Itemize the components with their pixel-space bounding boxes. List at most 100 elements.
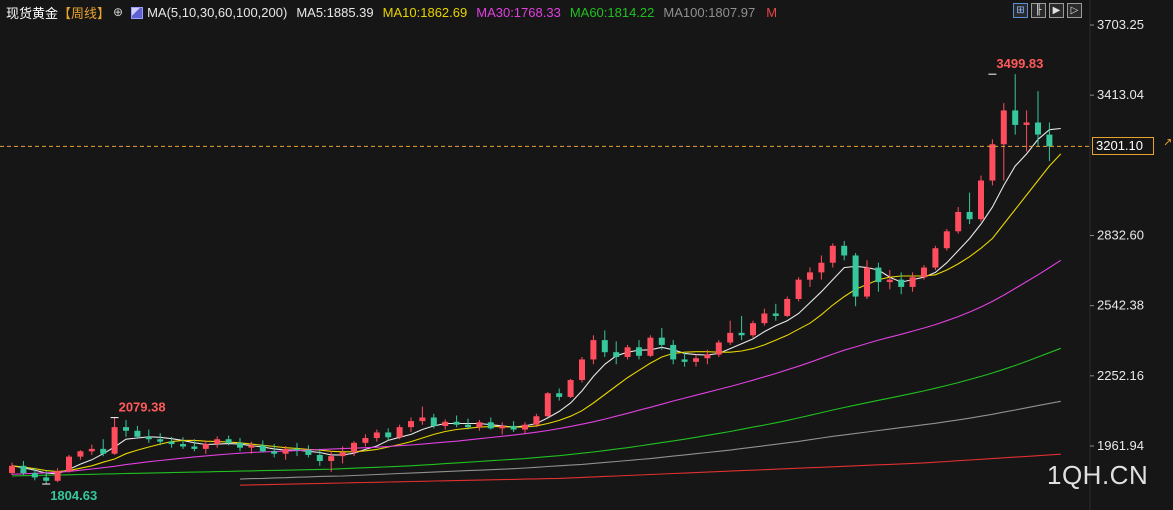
candle (123, 419, 129, 437)
candle (727, 320, 734, 345)
y-tick-label: 3703.25 (1097, 17, 1144, 32)
candle (157, 433, 164, 446)
candle (544, 392, 551, 418)
candle (225, 435, 232, 446)
candle (385, 428, 392, 441)
candle (476, 419, 483, 431)
candle (1046, 122, 1053, 162)
candle (715, 340, 722, 358)
m-button[interactable]: M (766, 4, 778, 20)
candle (316, 448, 323, 466)
candle (522, 422, 528, 434)
line-ma200 (239, 453, 1061, 486)
y-tick-label: 2832.60 (1097, 227, 1144, 242)
candle (499, 422, 506, 435)
candle (966, 192, 973, 225)
chart-toolbar: ⊞ ╟ ▶ ▷ (1013, 3, 1082, 18)
candle (681, 352, 688, 367)
instrument-title: 现货黄金 (6, 5, 59, 21)
candle (54, 468, 61, 483)
candle (636, 340, 642, 360)
candle (921, 265, 927, 280)
candle (1000, 103, 1007, 181)
y-tick-label: 1961.94 (1097, 438, 1144, 453)
candle (943, 228, 950, 251)
price-axis: 1961.94 2252.16 2542.38 2832.60 3413.04 3703.… (1090, 17, 1144, 453)
candle (875, 262, 882, 292)
candle (772, 303, 779, 321)
annotation-high: 3499.83 (988, 56, 1043, 75)
play-forward-icon[interactable]: ▷ (1067, 3, 1082, 18)
candle (271, 444, 278, 458)
candle (932, 245, 939, 270)
candle (31, 467, 38, 481)
period-selector[interactable]: 【周线】 (58, 5, 111, 21)
y-tick-label: 2542.38 (1097, 298, 1144, 313)
candle (761, 308, 768, 326)
candle (191, 439, 198, 452)
candle (430, 413, 437, 429)
candle (248, 441, 255, 454)
moving-average-lines (11, 127, 1062, 486)
price-arrow-icon: ↗ (1163, 135, 1172, 148)
bar-chart-icon[interactable]: ╟ (1031, 3, 1046, 18)
candle (738, 315, 745, 341)
candle (955, 207, 962, 234)
candle (795, 277, 802, 302)
candle (180, 437, 186, 449)
annotation-high: 2079.38 (110, 400, 166, 419)
candle (362, 434, 369, 447)
circle-plus-icon[interactable]: ⊕ (113, 5, 124, 19)
candle (807, 267, 813, 287)
candle (579, 357, 585, 383)
candle (818, 255, 825, 280)
candle (77, 450, 84, 460)
candle (1012, 74, 1019, 135)
ma-params-label: MA(5,10,30,60,100,200) (147, 4, 288, 20)
candle (829, 243, 836, 268)
indicator-settings-icon[interactable] (131, 7, 144, 19)
candle (328, 451, 335, 472)
step-forward-icon[interactable]: ▶ (1049, 3, 1064, 18)
candles (9, 74, 1053, 484)
ma60-value: MA60:1814.22 (569, 4, 655, 20)
price-annotations: 3499.83 2079.38 1804.63 (42, 56, 1043, 503)
candle (145, 429, 152, 443)
candle (487, 417, 494, 430)
crosshair-icon[interactable]: ⊞ (1013, 3, 1028, 18)
candle (419, 406, 426, 425)
annotation-label: 3499.83 (996, 56, 1043, 71)
candle (556, 388, 563, 401)
candle (168, 436, 175, 448)
candle (1035, 91, 1041, 147)
current-price-tag: 3201.10 (1092, 137, 1154, 156)
candle (852, 253, 859, 307)
candle (373, 429, 380, 442)
candle (670, 340, 677, 365)
y-tick-label: 2252.16 (1097, 368, 1144, 383)
candle (20, 460, 27, 475)
candle (305, 445, 312, 458)
candle (100, 439, 107, 457)
annotation-low: 1804.63 (42, 483, 97, 503)
ma100-value: MA100:1807.97 (663, 4, 756, 20)
candle (453, 415, 460, 428)
candle (1023, 110, 1030, 152)
candle (510, 421, 517, 432)
ma10-value: MA10:1862.69 (382, 4, 468, 20)
candle (134, 425, 141, 439)
line-ma30 (11, 259, 1062, 475)
candle (750, 320, 756, 338)
candle (647, 335, 654, 358)
annotation-label: 2079.38 (119, 400, 166, 415)
candle (784, 296, 791, 318)
candle (202, 440, 209, 454)
candle (111, 417, 118, 455)
candle (613, 341, 620, 365)
candle (841, 240, 848, 261)
candle (9, 462, 15, 475)
candle (465, 418, 471, 430)
candle (601, 330, 608, 358)
line-ma60 (11, 347, 1061, 477)
